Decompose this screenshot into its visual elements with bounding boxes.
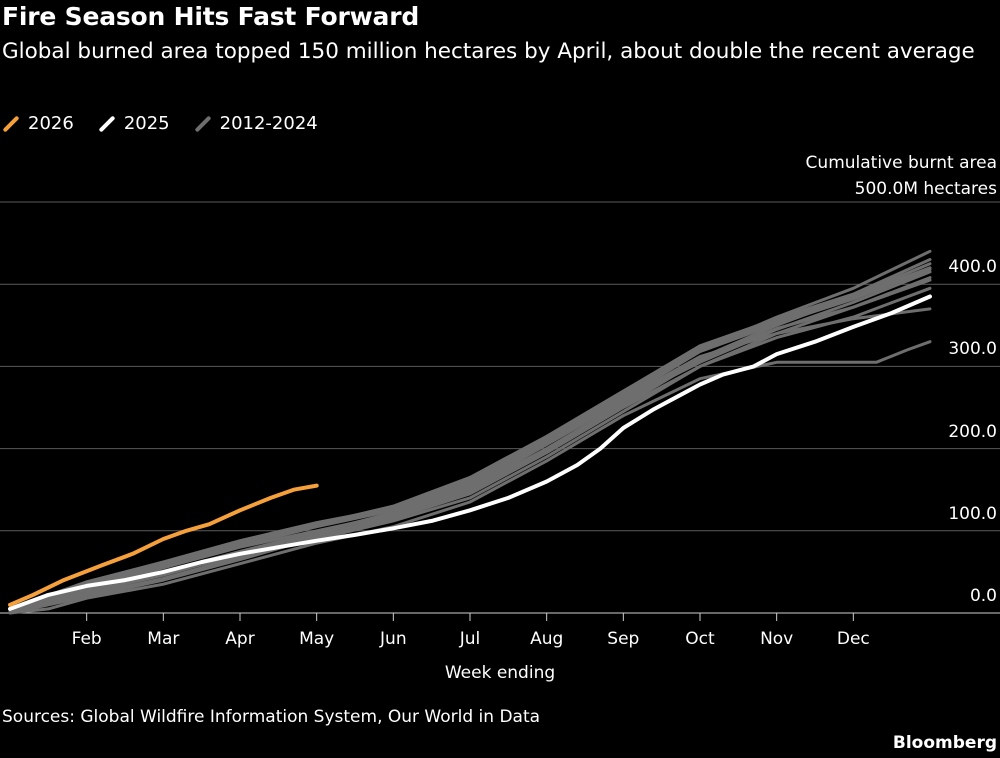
- series-line-2012-2024-3: [8, 270, 932, 612]
- legend-item-2025: 2025: [98, 113, 170, 134]
- legend-label-2026: 2026: [28, 113, 74, 134]
- legend: 2026 2025 2012-2024: [2, 113, 318, 134]
- series-line-2012-2024-6: [8, 340, 932, 615]
- y-tick-label-400: 400.0: [948, 257, 997, 278]
- y-axis-unit-line1: Cumulative burnt area: [805, 153, 997, 173]
- series-line-2012-2024-1: [8, 249, 932, 611]
- y-tick-label-300: 300.0: [948, 339, 997, 360]
- y-axis-unit-line2: 500.0M hectares: [854, 179, 997, 199]
- sources-note: Sources: Global Wildfire Information Sys…: [2, 707, 541, 727]
- series-line-2026: [8, 483, 319, 607]
- series-line-2025: [8, 294, 932, 611]
- chart-subtitle: Global burned area topped 150 million he…: [2, 39, 975, 64]
- y-tick-label-100: 100.0: [948, 503, 997, 524]
- series-line-2012-2024-10: [8, 262, 932, 612]
- x-tick-label-aug: Aug: [530, 629, 563, 649]
- y-tick-label-0: 0.0: [969, 586, 997, 606]
- x-tick-label-oct: Oct: [685, 629, 715, 649]
- x-tick-label-feb: Feb: [72, 629, 102, 649]
- y-axis-unit: Cumulative burnt area 500.0M hectares: [806, 150, 997, 202]
- x-tick-label-nov: Nov: [760, 629, 793, 649]
- series-2012-2024: [8, 249, 932, 615]
- series-2025: [8, 294, 932, 611]
- x-tick-label-jun: Jun: [379, 629, 407, 649]
- legend-item-2026: 2026: [2, 113, 74, 134]
- series-line-2012-2024-9: [8, 276, 932, 613]
- series-line-2012-2024-5: [8, 286, 932, 614]
- legend-label-2025: 2025: [123, 113, 170, 134]
- series-line-2012-2024-4: [8, 258, 932, 612]
- series-2026: [8, 483, 319, 607]
- chart-title: Fire Season Hits Fast Forward: [2, 2, 420, 31]
- legend-label-2012-2024: 2012-2024: [219, 113, 318, 134]
- bloomberg-logo: Bloomberg: [892, 733, 997, 753]
- x-tick-label-jul: Jul: [459, 629, 481, 649]
- y-tick-label-200: 200.0: [948, 421, 997, 442]
- x-tick-label-apr: Apr: [225, 629, 254, 649]
- x-tick-label-may: May: [299, 629, 334, 649]
- x-tick-label-sep: Sep: [607, 629, 639, 649]
- x-axis-title: Week ending: [444, 663, 556, 683]
- series-line-2012-2024-8: [8, 267, 932, 612]
- grid-lines: [0, 201, 1000, 614]
- x-axis-ticks: Feb Mar Apr May Jun Jul Aug Sep Oct Nov Dec: [72, 613, 870, 649]
- x-tick-label-dec: Dec: [837, 629, 870, 649]
- x-tick-label-mar: Mar: [147, 629, 179, 649]
- legend-item-2012-2024: 2012-2024: [194, 113, 318, 134]
